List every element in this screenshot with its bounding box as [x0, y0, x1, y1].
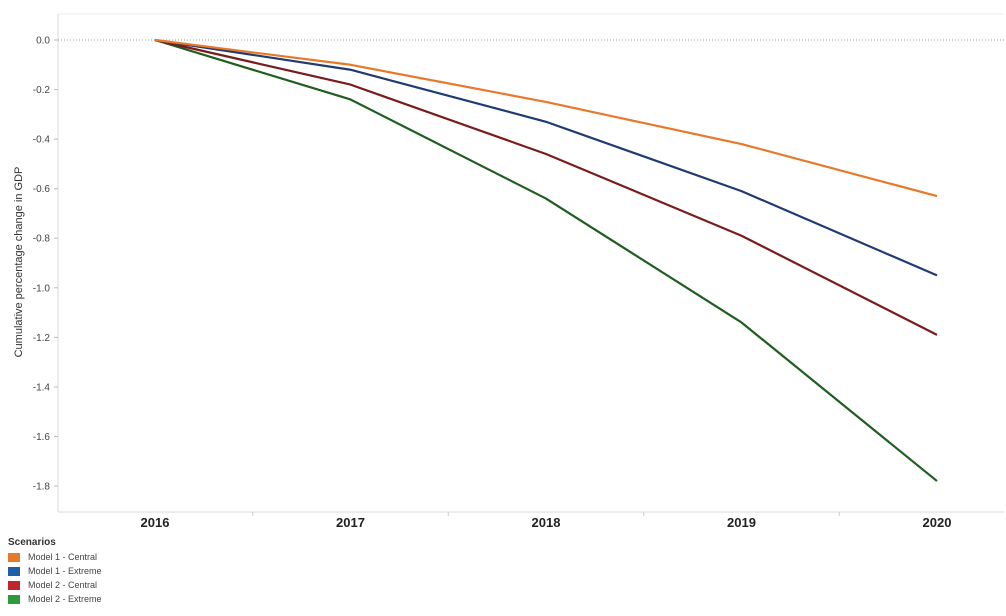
legend-item-model-2-central: Model 2 - Central — [8, 578, 102, 592]
y-axis-title: Cumulative percentage change in GDP — [13, 167, 25, 358]
legend-label: Model 2 - Extreme — [28, 594, 102, 604]
series-line-model-1-extreme — [154, 38, 938, 277]
legend-swatch-model-1-extreme — [8, 566, 20, 576]
y-tick-label: 0.0 — [36, 36, 50, 47]
x-tick-label: 2018 — [532, 515, 561, 530]
legend-swatch-model-2-extreme — [8, 594, 20, 604]
y-tick-label: -0.8 — [33, 234, 51, 245]
legend-item-model-1-central: Model 1 - Central — [8, 550, 102, 564]
x-axis: 2016 2017 2018 2019 2020 — [58, 13, 1004, 530]
legend-label: Model 2 - Central — [28, 580, 98, 590]
y-axis: 0.0 -0.2 -0.4 -0.6 -0.8 -1.0 -1.2 -1.4 -1.6 -1.8 — [33, 14, 1004, 512]
y-tick-label: -0.2 — [33, 85, 51, 96]
y-tick-label: -1.0 — [33, 283, 51, 294]
series-group — [154, 38, 938, 482]
y-tick-label: -1.2 — [33, 333, 51, 344]
legend-item-model-1-extreme: Model 1 - Extreme — [8, 564, 102, 578]
legend-swatch-model-2-central — [8, 580, 20, 590]
series-line-model-2-central — [154, 38, 938, 336]
legend-title: Scenarios — [8, 537, 56, 548]
y-tick-label: -1.8 — [33, 482, 51, 493]
legend-item-model-2-extreme: Model 2 - Extreme — [8, 592, 102, 606]
x-tick-label: 2017 — [336, 515, 365, 530]
y-tick-label: -1.4 — [33, 382, 51, 393]
y-tick-label: -1.6 — [33, 432, 51, 443]
line-chart: 0.0-0.2-0.4-0.6-0.8-1.0-1.2-1.4-1.6-1.8 … — [13, 13, 1004, 530]
y-tick-label: -0.6 — [33, 184, 51, 195]
x-tick-label: 2020 — [923, 515, 952, 530]
series-line-model-1-central — [154, 38, 938, 198]
legend-label: Model 1 - Extreme — [28, 566, 102, 576]
legend-label: Model 1 - Central — [28, 552, 98, 562]
series-line-model-2-extreme — [154, 38, 938, 482]
y-tick-label: -0.4 — [33, 135, 51, 146]
legend-swatch-model-1-central — [8, 552, 20, 562]
legend: Scenarios Model 1 - Central Model 1 - Ex… — [8, 537, 102, 606]
x-tick-label: 2019 — [727, 515, 756, 530]
x-tick-label: 2016 — [141, 515, 170, 530]
